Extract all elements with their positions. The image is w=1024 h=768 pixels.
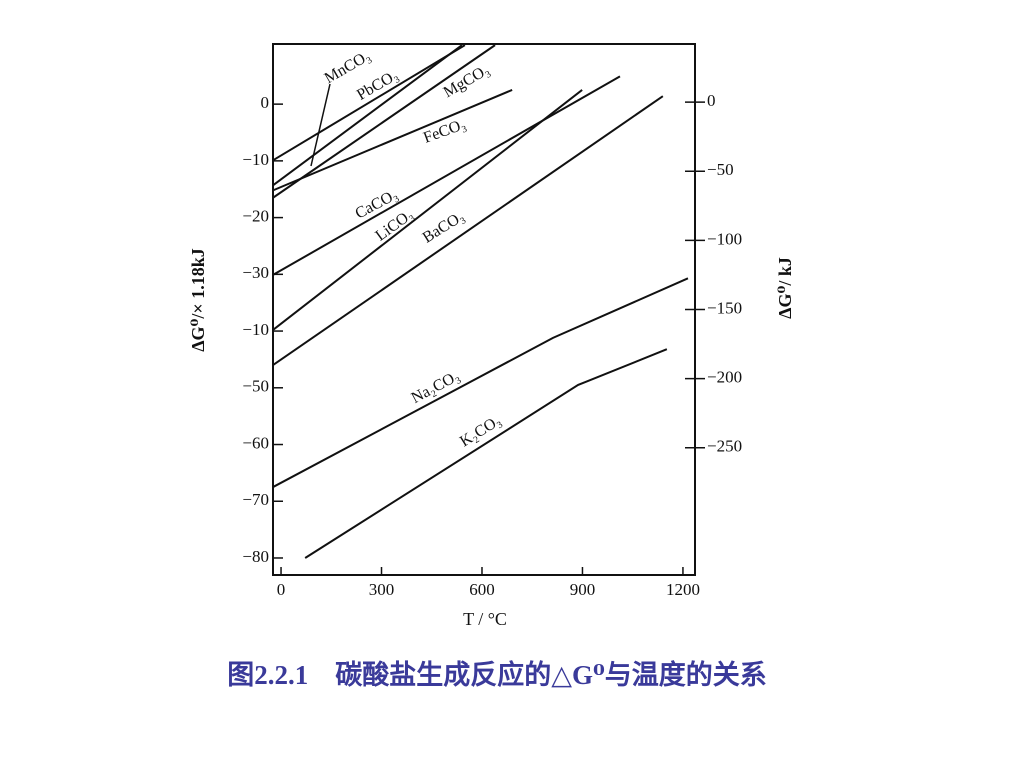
- y2-tick-label: −200: [707, 368, 742, 387]
- x-tick-label: 1200: [666, 580, 700, 599]
- series-line: [272, 44, 463, 187]
- plot-frame: [272, 43, 696, 576]
- x-tick-label: 600: [469, 580, 495, 599]
- x-tick-label: 0: [277, 580, 286, 599]
- leader-line: [310, 83, 331, 167]
- series-line: [272, 44, 466, 162]
- series-label: MgCO₃: [441, 61, 493, 101]
- series-label: K₂CO₃: [457, 412, 504, 450]
- series-line: [272, 75, 621, 276]
- x-tick-label: 300: [369, 580, 395, 599]
- series-line: [272, 277, 689, 488]
- series-line: [272, 95, 664, 366]
- y-axis-label: ΔG⁰/× 1.18kJ: [188, 248, 208, 351]
- y-tick-label: −20: [242, 207, 269, 226]
- y-tick-label: −30: [242, 263, 269, 282]
- series-line: [272, 44, 496, 199]
- series-line: [304, 348, 668, 559]
- y-tick-label: −10: [242, 320, 269, 339]
- y-tick-label: 0: [261, 93, 270, 112]
- y2-tick-label: −150: [707, 298, 742, 317]
- y-tick-label: −10: [242, 150, 269, 169]
- y-tick-label: −80: [242, 547, 269, 566]
- y2-tick-label: 0: [707, 91, 716, 110]
- x-axis-label: T / °C: [463, 609, 507, 629]
- caption: 图2.2.1 碳酸盐生成反应的△G⁰与温度的关系: [227, 659, 767, 690]
- series-line: [272, 89, 513, 192]
- series-label: BaCO₃: [420, 208, 468, 247]
- y-tick-label: −70: [242, 490, 269, 509]
- y-tick-label: −60: [242, 433, 269, 452]
- y2-tick-label: −50: [707, 160, 734, 179]
- y2-tick-label: −100: [707, 229, 742, 248]
- y-tick-label: −50: [242, 377, 269, 396]
- y2-axis-label: ΔG⁰/ kJ: [775, 257, 795, 319]
- y2-tick-label: −250: [707, 437, 742, 456]
- series-line: [272, 89, 583, 331]
- series-label: FeCO₃: [421, 116, 468, 147]
- x-tick-label: 900: [570, 580, 596, 599]
